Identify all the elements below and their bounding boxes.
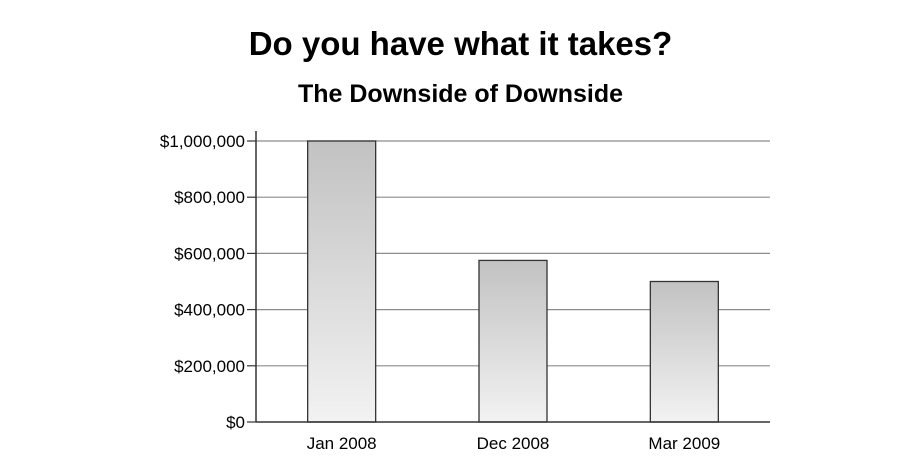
- y-tick-label: $600,000: [174, 244, 245, 263]
- x-tick-label: Mar 2009: [648, 434, 720, 453]
- axes: [247, 131, 770, 423]
- y-tick-label: $400,000: [174, 301, 245, 320]
- y-tick-label: $0: [226, 413, 245, 432]
- y-tick-label: $1,000,000: [160, 132, 245, 151]
- bar: [478, 259, 548, 423]
- bars: [307, 140, 719, 423]
- chart-title: Do you have what it takes?: [248, 25, 673, 62]
- bar: [649, 280, 719, 423]
- x-tick-label: Dec 2008: [477, 434, 550, 453]
- y-tick-label: $200,000: [174, 357, 245, 376]
- bar: [307, 140, 377, 423]
- chart-subtitle: The Downside of Downside: [297, 80, 623, 108]
- tick-labels: $0 $200,000 $400,000 $600,000 $800,000 $1,000…: [160, 132, 720, 453]
- x-tick-label: Jan 2008: [307, 434, 377, 453]
- y-tick-label: $800,000: [174, 188, 245, 207]
